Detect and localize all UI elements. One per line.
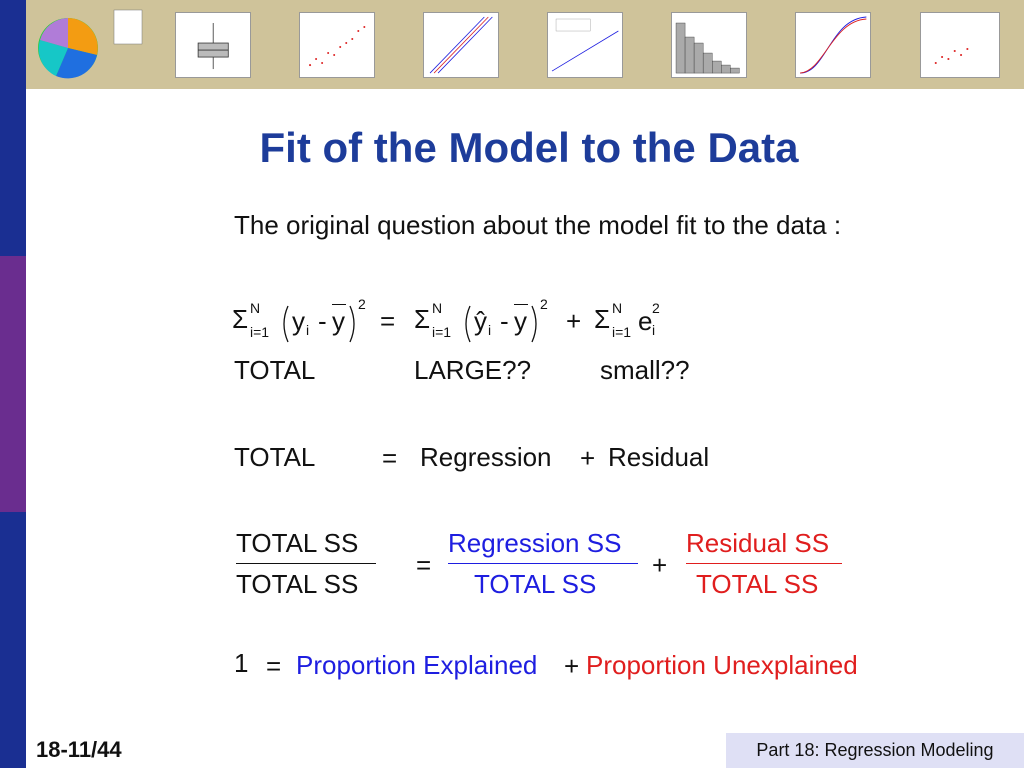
sigma-symbol: Σ xyxy=(414,304,431,334)
sigma-upper: N xyxy=(612,300,623,316)
ratio-regression-numerator: Regression SS xyxy=(448,528,622,558)
proportion-unexplained: Proportion Unexplained xyxy=(586,650,858,680)
scatterplot-thumbnail xyxy=(274,0,399,89)
sigma-symbol: Σ xyxy=(594,304,611,334)
exponent-2: 2 xyxy=(358,296,366,312)
probability-plot-thumbnail xyxy=(398,0,523,89)
sidebar-purple-middle xyxy=(0,256,26,512)
boxplot-thumbnail xyxy=(150,0,275,89)
final-equals: = xyxy=(266,651,282,681)
decomp-residual: Residual xyxy=(608,442,710,472)
sigma-upper: N xyxy=(432,300,443,316)
scatter-icon xyxy=(308,25,366,66)
sigma-symbol: Σ xyxy=(232,304,249,334)
histogram-thumbnail xyxy=(646,0,771,89)
ratio-regression-denominator: TOTAL SS xyxy=(474,569,597,599)
pie-chart-thumbnail xyxy=(26,0,151,89)
right-paren-icon xyxy=(349,305,355,343)
decomp-equals: = xyxy=(382,443,398,473)
sigma-lower: i=1 xyxy=(432,324,452,340)
header-banner-thumbnails xyxy=(26,0,1024,89)
sigma-lower: i=1 xyxy=(250,324,270,340)
page-number: 18-11/44 xyxy=(36,737,122,762)
boxplot-icon xyxy=(197,22,229,69)
decomp-regression: Regression xyxy=(420,442,552,472)
left-color-bar xyxy=(0,0,26,768)
exponent-2: 2 xyxy=(540,296,548,312)
sigma-upper: N xyxy=(250,300,261,316)
proportion-explained: Proportion Explained xyxy=(296,650,538,680)
right-paren-icon xyxy=(531,305,537,343)
fraction-bar xyxy=(448,563,638,564)
minus-sign: - xyxy=(500,306,509,336)
label-total: TOTAL xyxy=(234,355,316,385)
sidebar-blue-top xyxy=(0,0,26,256)
y-bar-overline xyxy=(332,304,346,305)
pie-chart-icon xyxy=(38,9,143,79)
y-variable: y xyxy=(292,306,305,336)
left-paren-icon xyxy=(283,305,289,343)
slide-title: Fit of the Model to the Data xyxy=(259,124,799,171)
probability-plot-icon xyxy=(429,16,493,73)
decomp-total: TOTAL xyxy=(234,442,316,472)
y-bar: y xyxy=(332,306,345,336)
section-label: Part 18: Regression Modeling xyxy=(726,733,1024,768)
left-paren-icon xyxy=(465,305,471,343)
final-one: 1 xyxy=(234,648,249,678)
subscript-i: i xyxy=(652,322,656,338)
regression-formula-thumbnail xyxy=(522,0,647,89)
fraction-bar xyxy=(686,563,842,564)
sidebar-blue-bottom xyxy=(0,512,26,768)
y-hat: ŷ xyxy=(474,306,487,336)
ratio-total-numerator: TOTAL SS xyxy=(236,528,359,558)
exponent-2: 2 xyxy=(652,300,660,316)
equals-sign: = xyxy=(380,306,396,336)
decomp-plus: + xyxy=(580,443,596,473)
histogram-icon xyxy=(675,22,740,73)
plus-sign: + xyxy=(566,306,582,336)
label-small: small?? xyxy=(600,355,690,385)
ratio-plus: + xyxy=(652,550,668,580)
label-large: LARGE?? xyxy=(414,355,532,385)
sum-of-squares-equation: Σ N i=1 y i - y 2 = Σ N i=1 ŷ i - y 2 + … xyxy=(232,296,672,346)
subscript-i: i xyxy=(306,322,310,338)
ratio-total-denominator: TOTAL SS xyxy=(236,569,359,599)
regression-line-icon xyxy=(551,18,619,71)
marginal-plot-thumbnail xyxy=(894,0,1024,89)
ratio-residual-numerator: Residual SS xyxy=(686,528,830,558)
ratio-equals: = xyxy=(416,550,432,580)
intro-text: The original question about the model fi… xyxy=(234,210,842,240)
cdf-thumbnail xyxy=(770,0,895,89)
cdf-curve-icon xyxy=(799,16,867,74)
subscript-i: i xyxy=(488,322,492,338)
y-bar: y xyxy=(514,306,527,336)
minus-sign: - xyxy=(318,306,327,336)
sigma-lower: i=1 xyxy=(612,324,632,340)
y-bar-overline xyxy=(514,304,528,305)
fraction-bar xyxy=(236,563,376,564)
residual-e: e xyxy=(638,306,653,336)
marginal-plot-icon xyxy=(934,47,969,64)
final-plus: + xyxy=(564,651,580,681)
ratio-residual-denominator: TOTAL SS xyxy=(696,569,819,599)
